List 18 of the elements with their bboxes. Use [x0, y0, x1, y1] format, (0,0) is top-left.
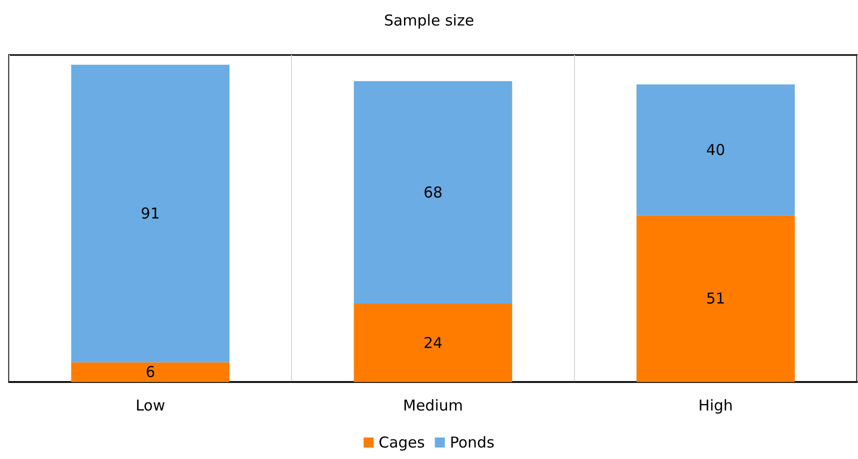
bar — [71, 64, 230, 362]
legend-label: Cages — [378, 434, 426, 452]
data-label: 6 — [146, 363, 156, 382]
bar — [636, 84, 795, 216]
data-label: 24 — [423, 334, 443, 352]
bar — [354, 81, 512, 304]
legend-label: Ponds — [450, 434, 495, 452]
bar — [636, 215, 795, 382]
x-tick-label: Low — [136, 396, 166, 414]
data-label: 91 — [140, 204, 160, 223]
x-tick-label: Medium — [403, 396, 463, 414]
bar — [354, 304, 512, 382]
chart-title: Sample size — [384, 12, 474, 30]
bar — [71, 362, 230, 382]
data-label: 51 — [706, 290, 726, 308]
x-tick-label: High — [698, 396, 733, 414]
data-label: 40 — [706, 140, 726, 159]
data-label: 68 — [423, 183, 443, 202]
